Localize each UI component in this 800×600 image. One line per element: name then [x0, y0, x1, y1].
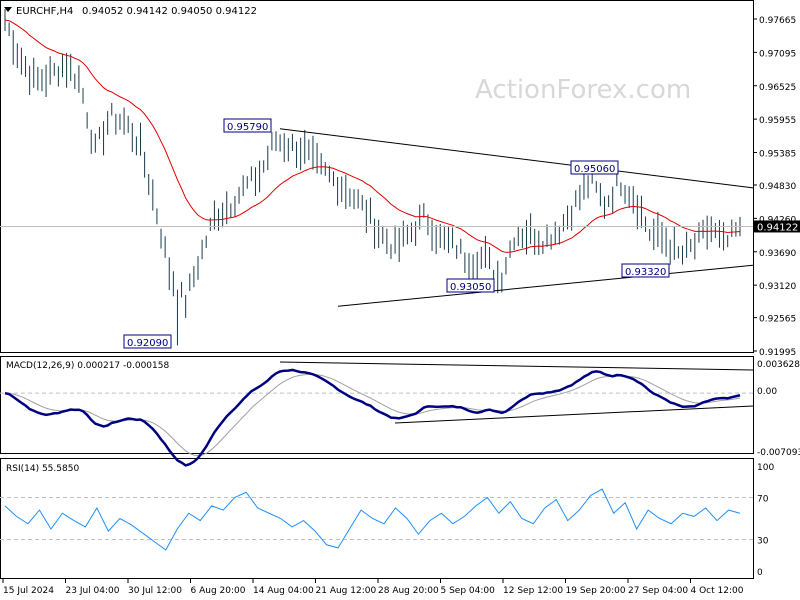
- pane-frames: [0, 0, 754, 579]
- price-label-box: [446, 278, 495, 293]
- macd-upper-trendline: [279, 361, 754, 371]
- y-tick-label: 0.92565: [759, 315, 796, 325]
- dropdown-icon[interactable]: [4, 7, 12, 12]
- axes: 0.97665 0.97095 0.96525 0.95955 0.95385 0.948…: [2, 16, 800, 596]
- macd-tick-label: -0.007093: [757, 448, 800, 458]
- rsi-tick-label: 30: [757, 537, 769, 547]
- x-tick-label: 19 Sep 20:00: [566, 586, 626, 596]
- x-tick-label: 30 Jul 12:00: [128, 586, 182, 596]
- x-tick-label: 27 Sep 04:00: [628, 586, 688, 596]
- upper-trendline: [279, 128, 754, 189]
- moving-average-line: [4, 19, 741, 253]
- price-label-box: [123, 334, 172, 349]
- y-tick-label: 0.94260: [759, 215, 796, 225]
- lower-trendline: [337, 264, 754, 307]
- ohlc-readout: 0.94052 0.94142 0.94050 0.94122: [82, 6, 257, 17]
- y-tick-label: 0.94830: [759, 182, 796, 192]
- x-tick-label: 4 Oct 12:00: [691, 586, 744, 596]
- watermark: ActionForex.com: [475, 75, 691, 105]
- price-label: 0.92090: [127, 338, 168, 349]
- chart-title: EURCHF,H4: [16, 6, 73, 17]
- x-tick-label: 28 Aug 20:00: [378, 586, 439, 596]
- x-tick-label: 14 Aug 04:00: [253, 586, 314, 596]
- y-tick-label: 0.93120: [759, 282, 796, 292]
- x-tick-label: 12 Sep 12:00: [503, 586, 563, 596]
- y-tick-label: 0.93690: [759, 249, 796, 259]
- y-tick-label: 0.97095: [759, 49, 796, 59]
- macd-pane: [0, 361, 754, 467]
- y-tick-label: 0.95955: [759, 116, 796, 126]
- rsi-pane: [0, 488, 753, 551]
- y-tick-label: 0.95385: [759, 150, 796, 160]
- macd-tick-label: 0.00: [757, 387, 777, 397]
- price-label: 0.95790: [227, 122, 268, 133]
- price-label-box: [621, 263, 670, 278]
- macd-signal-line: [4, 373, 741, 457]
- rsi-tick-label: 100: [757, 463, 774, 473]
- x-tick-label: 23 Jul 04:00: [66, 586, 120, 596]
- current-price-tag: [754, 220, 800, 233]
- price-label: 0.93050: [450, 282, 491, 293]
- x-tick-label: 15 Jul 2024: [3, 586, 54, 596]
- rsi-tick-label: 0: [757, 568, 763, 578]
- macd-line: [4, 368, 741, 467]
- rsi-title: RSI(14) 55.5850: [6, 464, 79, 474]
- price-label-box: [223, 118, 272, 133]
- x-tick-label: 21 Aug 12:00: [316, 586, 377, 596]
- price-label-box: [570, 160, 619, 175]
- price-label: 0.95060: [574, 164, 615, 175]
- rsi-line: [4, 488, 741, 551]
- macd-lower-trendline: [394, 405, 754, 424]
- y-tick-label: 0.91995: [759, 348, 796, 358]
- price-label: 0.93320: [625, 267, 666, 278]
- current-price-label: 0.94122: [757, 222, 798, 233]
- rsi-tick-label: 70: [757, 495, 769, 505]
- y-tick-label: 0.97665: [759, 16, 796, 26]
- macd-title: MACD(12,26,9) 0.000217 -0.000158: [6, 361, 169, 371]
- y-tick-label: 0.96525: [759, 83, 796, 93]
- x-tick-label: 5 Sep 04:00: [441, 586, 496, 596]
- price-pane: 0.94122 0.95790 0.95060 0.93320 0.93050 0.920…: [0, 9, 800, 349]
- x-tick-label: 6 Aug 20:00: [191, 586, 246, 596]
- macd-tick-label: 0.003628: [757, 360, 800, 370]
